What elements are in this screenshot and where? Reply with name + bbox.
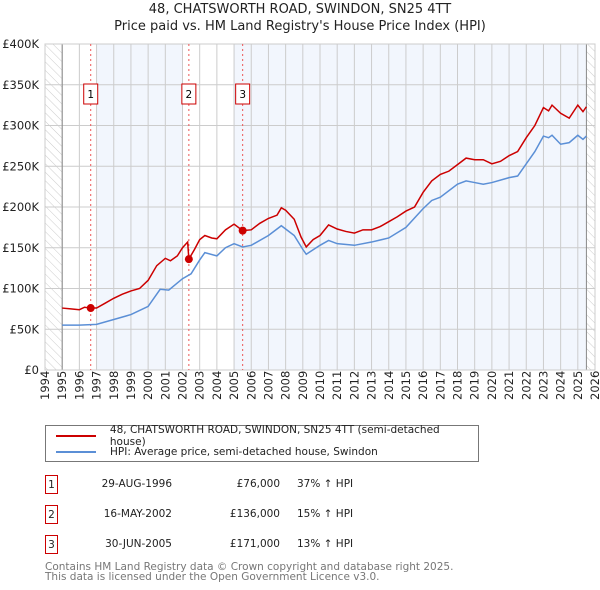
sale-price: £171,000 <box>229 538 280 550</box>
sale-point <box>184 255 193 264</box>
x-tick-label: 2008 <box>279 371 293 400</box>
x-tick-label: 2009 <box>296 371 310 400</box>
y-tick-label: £100K <box>2 282 39 296</box>
x-tick-label: 2015 <box>399 371 413 400</box>
sale-date: 16-MAY-2002 <box>103 508 172 520</box>
x-tick-label: 2003 <box>193 371 207 400</box>
sale-point <box>238 226 247 235</box>
chart-title: 48, CHATSWORTH ROAD, SWINDON, SN25 4TT <box>148 2 452 17</box>
x-tick-label: 2004 <box>210 371 224 400</box>
x-tick-label: 1999 <box>124 371 138 400</box>
legend-item-hpi: HPI: Average price, semi-detached house,… <box>56 444 378 460</box>
y-tick-label: £200K <box>2 200 39 214</box>
y-tick-label: £150K <box>2 241 39 255</box>
sale-label: 3 <box>239 89 246 101</box>
chart-subtitle: Price paid vs. HM Land Registry's House … <box>114 19 486 34</box>
x-tick-label: 2010 <box>313 371 327 400</box>
plot-area: 1994 1995 1996 1997 1998 1999 2000 2001 2002 2003… <box>2 37 600 400</box>
x-tick-label: 2002 <box>176 371 190 400</box>
sale-price: £136,000 <box>229 508 280 520</box>
y-tick-label: £400K <box>2 37 39 51</box>
x-tick-label: 2011 <box>330 371 344 400</box>
y-tick-label: £50K <box>10 322 40 336</box>
x-tick-label: 2024 <box>554 371 568 400</box>
x-tick-label: 2006 <box>244 371 258 400</box>
x-tick-label: 2018 <box>451 371 465 400</box>
sale-price: £76,000 <box>236 478 280 490</box>
x-tick-label: 2026 <box>588 371 600 400</box>
sale-label-box <box>83 83 99 105</box>
x-tick-label: 1998 <box>107 371 121 400</box>
x-tick-label: 2007 <box>261 371 275 400</box>
x-tick-label: 2000 <box>141 371 155 400</box>
sale-date: 30-JUN-2005 <box>105 538 172 550</box>
legend-label: HPI: Average price, semi-detached house,… <box>110 446 378 458</box>
legend-item-property: 48, CHATSWORTH ROAD, SWINDON, SN25 4TT (… <box>56 424 478 448</box>
x-tick-label: 1995 <box>55 371 69 400</box>
sale-hpi: 15% ↑ HPI <box>297 508 354 520</box>
sale-hpi: 37% ↑ HPI <box>297 478 354 490</box>
sale-hpi: 13% ↑ HPI <box>297 538 354 550</box>
sale-label: 2 <box>186 89 193 101</box>
x-tick-label: 2021 <box>502 371 516 400</box>
x-tick-label: 2023 <box>536 371 550 400</box>
series-line <box>62 134 587 326</box>
series-line <box>62 103 588 311</box>
y-tick-label: £300K <box>2 119 39 133</box>
sale-row: 3 30-JUN-2005 £171,000 13% ↑ HPI <box>45 535 485 555</box>
x-tick-label: 2005 <box>227 371 241 400</box>
sale-label-box <box>181 83 197 105</box>
sale-point <box>86 304 95 313</box>
x-tick-label: 2013 <box>365 371 379 400</box>
x-tick-label: 2019 <box>468 371 482 400</box>
sale-label: 1 <box>87 89 94 101</box>
x-tick-label: 2022 <box>519 371 533 400</box>
sale-row: 2 16-MAY-2002 £136,000 15% ↑ HPI <box>45 505 485 525</box>
x-tick-label: 1996 <box>72 371 86 400</box>
footer-line: This data is licensed under the Open Gov… <box>45 571 380 583</box>
sale-row: 1 29-AUG-1996 £76,000 37% ↑ HPI <box>45 475 485 495</box>
y-tick-label: £0 <box>24 363 39 377</box>
legend-label: 48, CHATSWORTH ROAD, SWINDON, SN25 4TT (… <box>109 424 440 448</box>
x-tick-label: 2012 <box>347 371 361 400</box>
x-tick-label: 1994 <box>38 371 52 400</box>
x-tick-label: 2014 <box>382 371 396 400</box>
x-tick-label: 2025 <box>571 371 585 400</box>
sale-marker: 2 <box>45 505 58 524</box>
legend: 48, CHATSWORTH ROAD, SWINDON, SN25 4TT (… <box>45 424 479 462</box>
sale-marker: 3 <box>45 535 58 554</box>
x-tick-label: 2020 <box>485 371 499 400</box>
x-tick-label: 2001 <box>158 371 172 400</box>
sale-date: 29-AUG-1996 <box>101 478 172 490</box>
sale-label-box <box>235 83 251 105</box>
x-tick-label: 1997 <box>90 371 104 400</box>
y-tick-label: £350K <box>2 78 39 92</box>
footer-line: Contains HM Land Registry data © Crown c… <box>45 561 454 573</box>
plot-border <box>44 43 596 371</box>
x-tick-label: 2017 <box>433 371 447 400</box>
y-tick-label: £250K <box>2 159 39 173</box>
x-tick-label: 2016 <box>416 371 430 400</box>
sale-marker: 1 <box>45 475 58 494</box>
